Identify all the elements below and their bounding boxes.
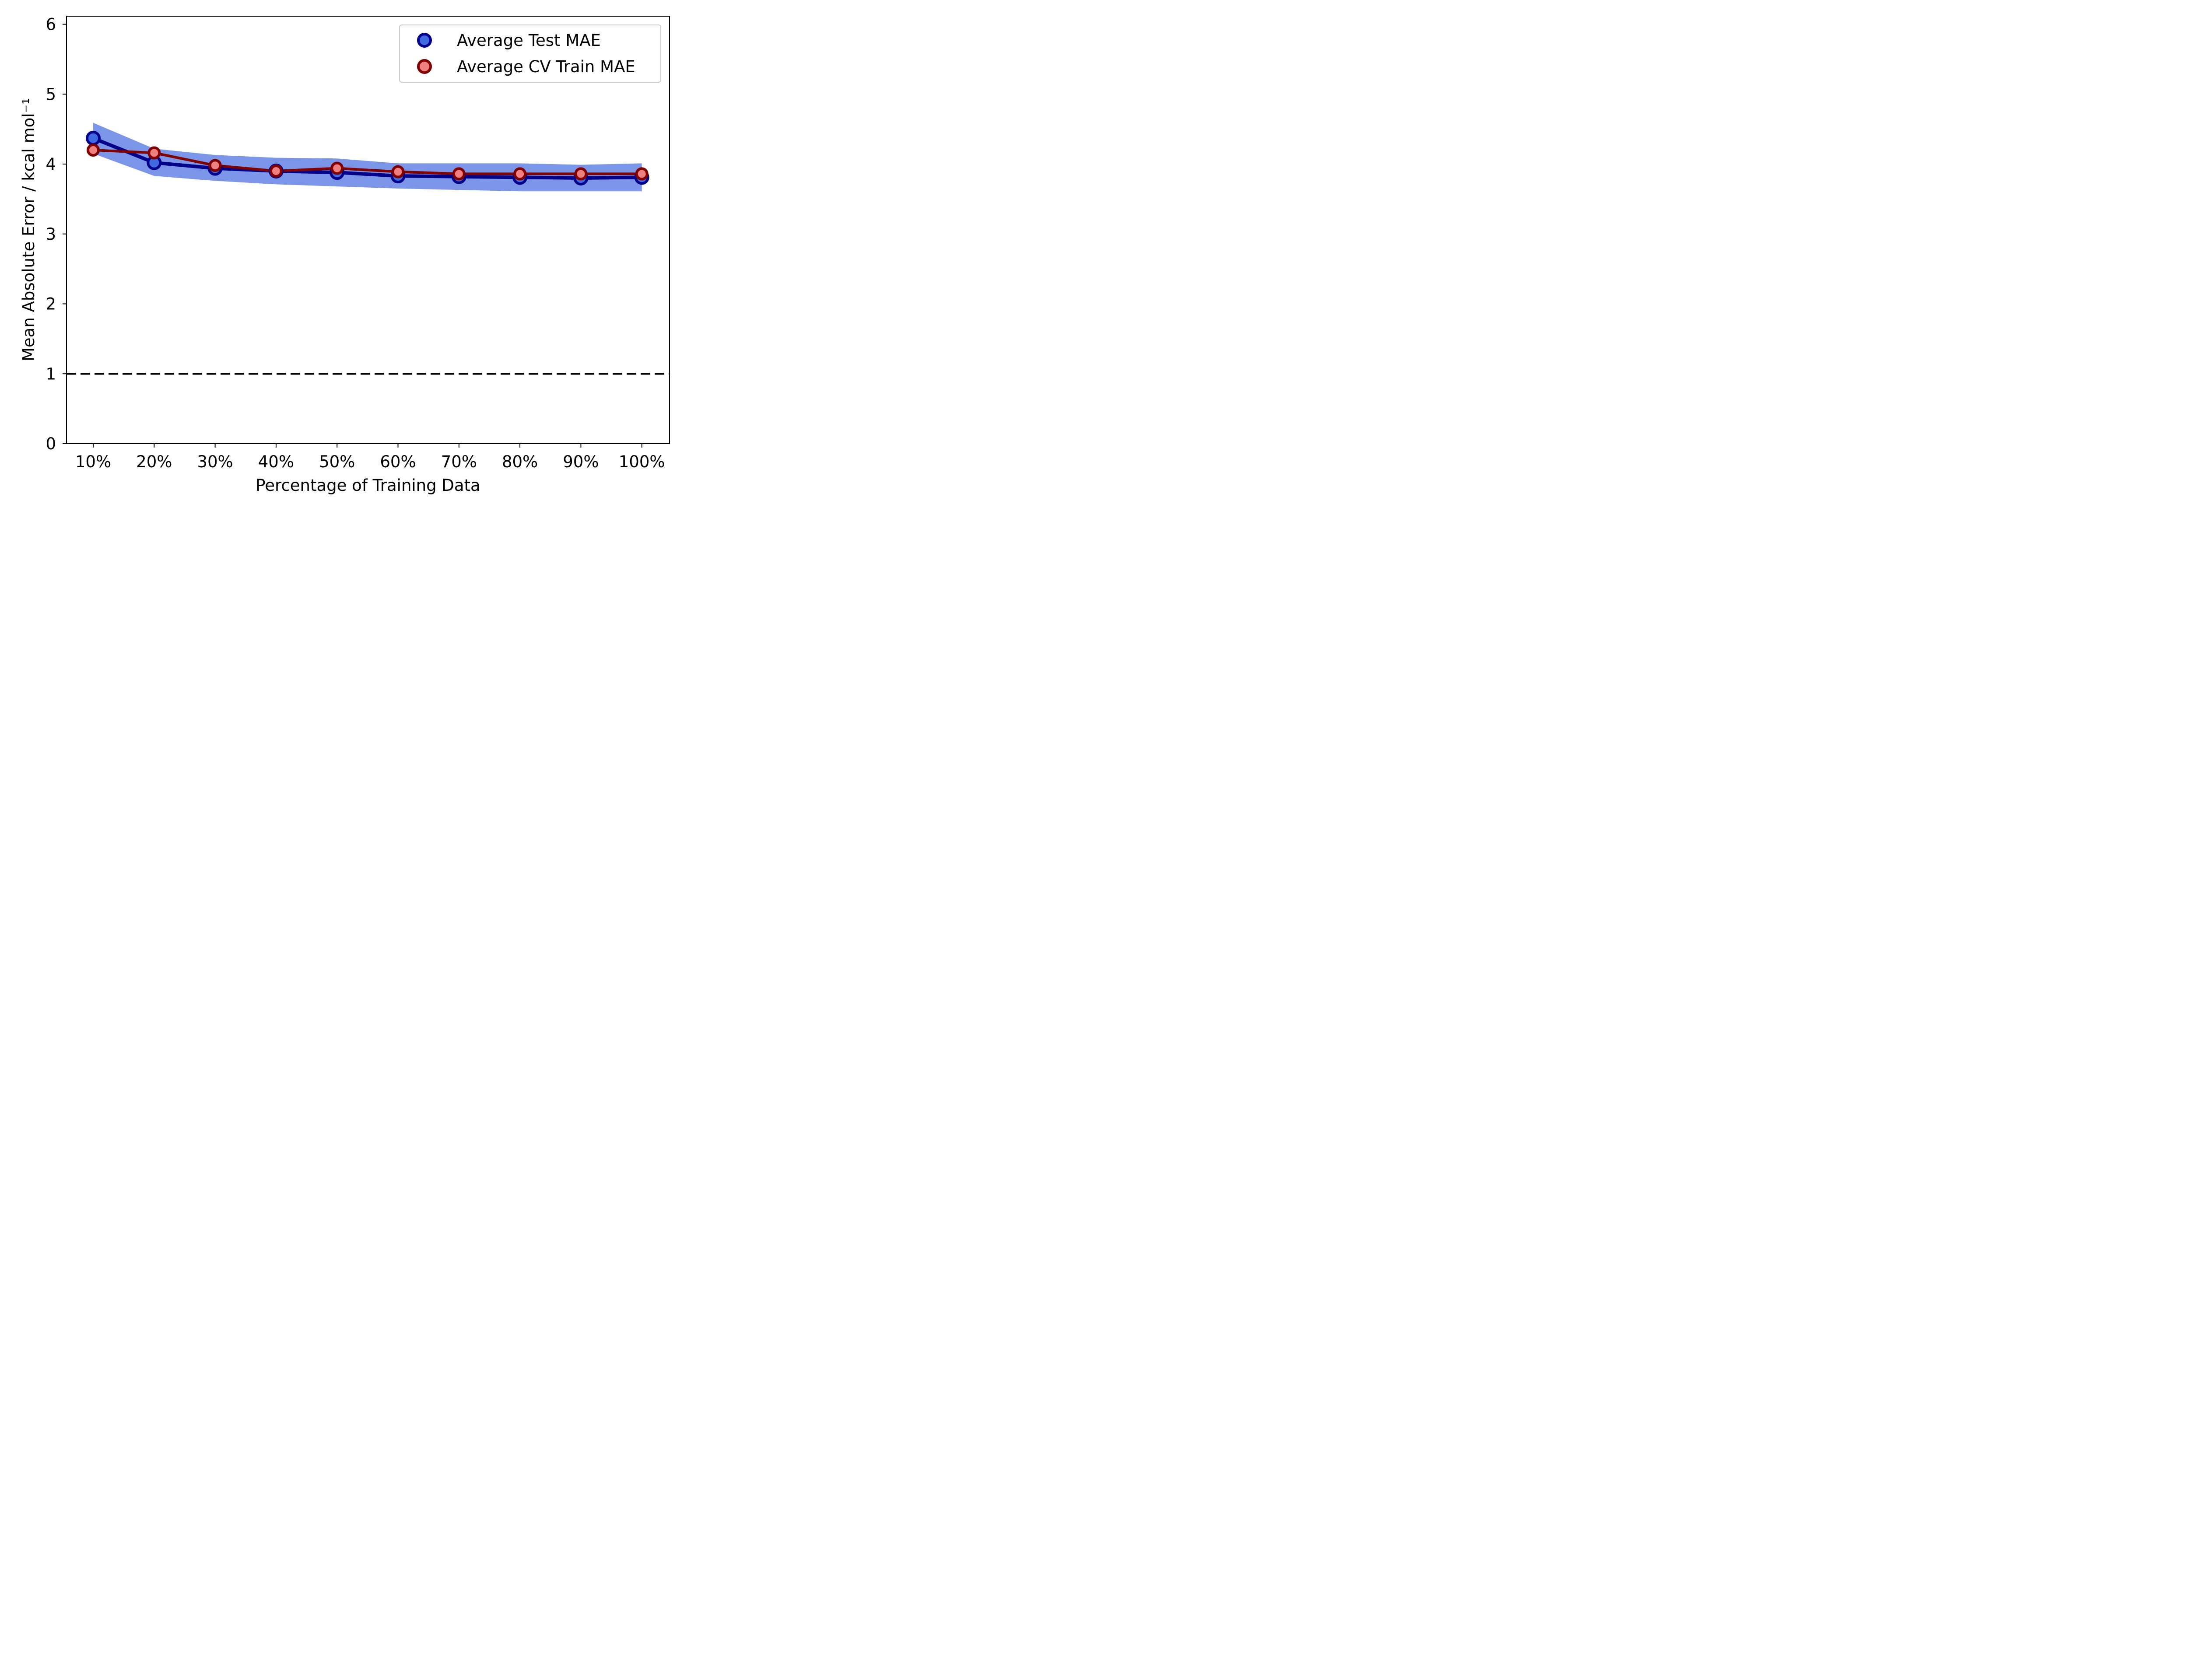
y-tick-label: 4 [46,155,56,174]
data-point-series-1 [635,167,649,181]
y-tick-label: 6 [46,15,56,34]
data-point-series-1 [147,146,161,160]
data-point-series-1 [330,161,344,175]
series-markers [86,130,649,186]
data-point-series-1 [208,159,222,172]
x-tick-label: 90% [563,452,599,471]
legend-label: Average CV Train MAE [457,57,635,76]
x-tick-label: 80% [502,452,538,471]
x-tick-label: 50% [319,452,355,471]
y-axis-ticks: 0 1 2 3 4 5 6 [46,15,67,453]
x-tick-label: 20% [136,452,172,471]
x-axis-label: Percentage of Training Data [256,476,480,495]
x-tick-label: 70% [441,452,477,471]
legend-marker [417,33,432,48]
x-tick-label: 100% [619,452,665,471]
legend-box [399,24,661,83]
data-point-series-1 [87,144,100,157]
x-axis-ticks: 10% 20% 30% 40% 50% 60% 70% 80% 90% 100% [75,444,665,471]
y-tick-label: 2 [46,295,56,314]
y-axis-label: Mean Absolute Error / kcal mol⁻¹ [19,98,38,361]
x-tick-label: 60% [380,452,416,471]
y-tick-label: 0 [46,434,56,453]
y-tick-label: 1 [46,364,56,383]
data-point-series-1 [452,167,466,181]
x-tick-label: 30% [197,452,233,471]
chart-background [0,0,680,510]
series-lines [92,136,642,180]
y-tick-label: 5 [46,85,56,104]
data-point-series-1 [574,167,588,181]
legend: Average Test MAE Average CV Train MAE [399,24,661,83]
x-tick-label: 40% [258,452,294,471]
y-tick-label: 3 [46,225,56,244]
data-point-series-1 [391,165,405,178]
data-point-series-0 [86,130,101,146]
plot-frame [66,16,670,444]
legend-marker [417,59,432,74]
x-tick-label: 10% [75,452,111,471]
chart: 10% 20% 30% 40% 50% 60% 70% 80% 90% 100% 0123456 … [0,0,680,510]
data-point-series-1 [269,164,283,178]
legend-label: Average Test MAE [457,31,601,50]
data-point-series-1 [513,167,527,181]
series-line-1 [93,149,642,175]
series-line-0 [92,136,642,180]
